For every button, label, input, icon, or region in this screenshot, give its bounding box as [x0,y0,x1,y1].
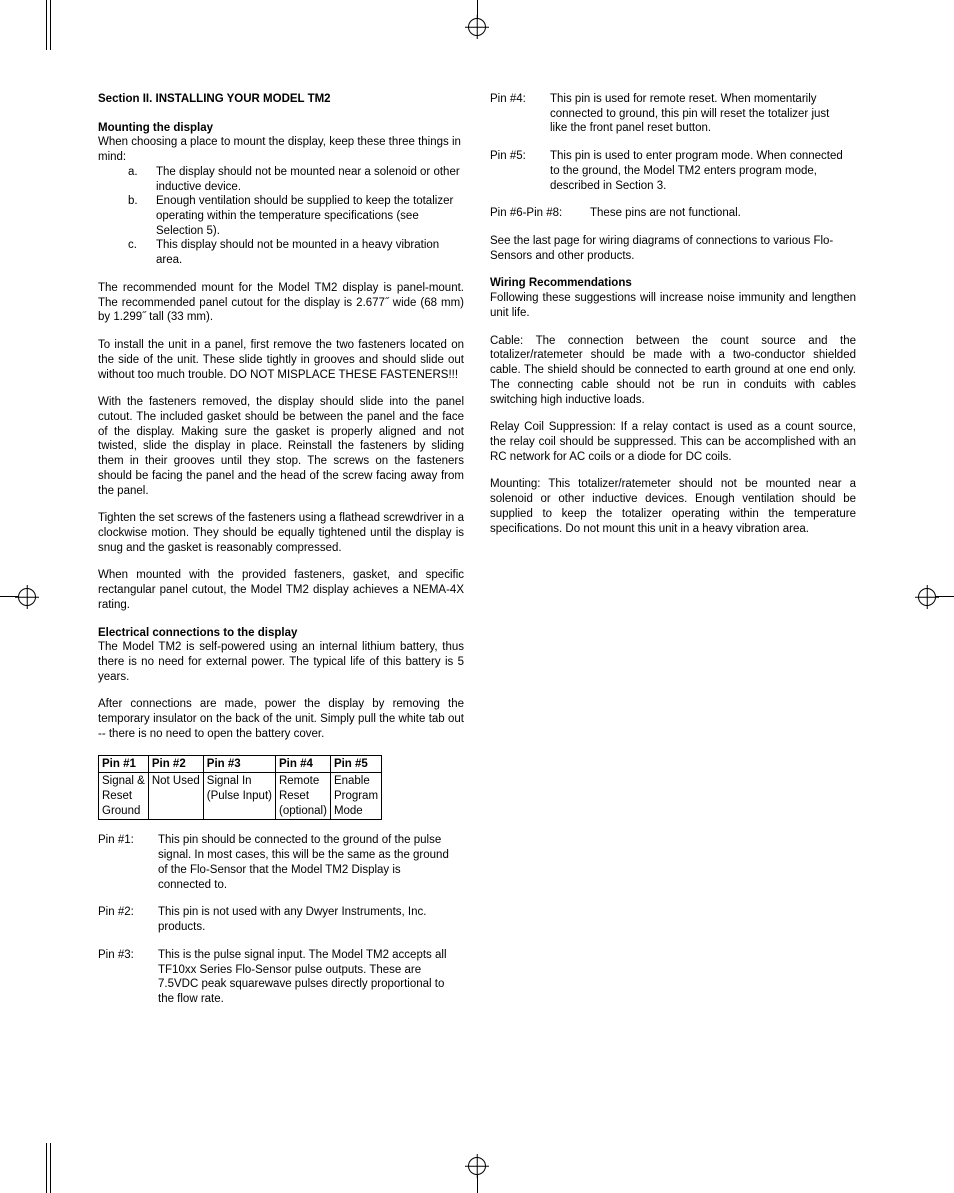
mounting-heading: Mounting the display [98,122,213,134]
list-marker: c. [128,238,156,267]
td: RemoteReset(optional) [275,773,330,820]
pin-label: Pin #3: [98,948,158,1007]
mounting-p5: When mounted with the provided fasteners… [98,568,464,612]
pin-label: Pin #5: [490,149,550,193]
th-pin5: Pin #5 [330,755,381,773]
pin-desc: This pin should be connected to the grou… [158,833,464,892]
pin-desc: This pin is used for remote reset. When … [550,92,856,136]
wiring-intro: Following these suggestions will increas… [490,291,856,320]
pin1-row: Pin #1: This pin should be connected to … [98,833,464,892]
pin4-row: Pin #4: This pin is used for remote rese… [490,92,856,136]
mounting-p1: The recommended mount for the Model TM2 … [98,281,464,325]
registration-mark-left [0,588,36,606]
list-text: The display should not be mounted near a… [156,165,464,194]
pin3-row: Pin #3: This is the pulse signal input. … [98,948,464,1007]
registration-mark-top [468,0,486,36]
td: Signal In(Pulse Input) [203,773,275,820]
td: Not Used [148,773,203,820]
pin-desc: This pin is used to enter program mode. … [550,149,856,193]
right-column: Pin #4: This pin is used for remote rese… [490,92,856,1020]
mounting-p2: To install the unit in a panel, first re… [98,338,464,382]
th-pin4: Pin #4 [275,755,330,773]
wiring-mounting: Mounting: This totalizer/ratemeter shoul… [490,477,856,536]
pin-desc: This pin is not used with any Dwyer Inst… [158,905,464,934]
pin-label: Pin #1: [98,833,158,892]
electrical-p1: The Model TM2 is self-powered using an i… [98,640,464,684]
td: EnableProgramMode [330,773,381,820]
mounting-list: a.The display should not be mounted near… [98,165,464,268]
wiring-heading: Wiring Recommendations [490,277,632,289]
registration-mark-right [918,588,954,606]
registration-mark-bottom [468,1157,486,1193]
pin-desc: These pins are not functional. [590,206,856,221]
list-marker: a. [128,165,156,194]
page-content: Section II. INSTALLING YOUR MODEL TM2 Mo… [0,0,954,1080]
pin-label: Pin #2: [98,905,158,934]
mounting-p3: With the fasteners removed, the display … [98,395,464,498]
pin68-row: Pin #6-Pin #8: These pins are not functi… [490,206,856,221]
pin-label: Pin #6-Pin #8: [490,206,590,221]
pin-table: Pin #1 Pin #2 Pin #3 Pin #4 Pin #5 Signa… [98,755,382,821]
left-column: Section II. INSTALLING YOUR MODEL TM2 Mo… [98,92,464,1020]
list-text: This display should not be mounted in a … [156,238,464,267]
pin5-row: Pin #5: This pin is used to enter progra… [490,149,856,193]
mounting-p4: Tighten the set screws of the fasteners … [98,511,464,555]
mounting-intro: When choosing a place to mount the displ… [98,135,464,164]
th-pin2: Pin #2 [148,755,203,773]
list-marker: b. [128,194,156,238]
pin-desc: This is the pulse signal input. The Mode… [158,948,464,1007]
see-last-page: See the last page for wiring diagrams of… [490,234,856,263]
wiring-cable: Cable: The connection between the count … [490,334,856,408]
th-pin1: Pin #1 [99,755,149,773]
electrical-heading: Electrical connections to the display [98,627,297,639]
section-title: Section II. INSTALLING YOUR MODEL TM2 [98,92,464,107]
th-pin3: Pin #3 [203,755,275,773]
pin-label: Pin #4: [490,92,550,136]
pin2-row: Pin #2: This pin is not used with any Dw… [98,905,464,934]
wiring-relay: Relay Coil Suppression: If a relay conta… [490,420,856,464]
td: Signal &ResetGround [99,773,149,820]
electrical-p2: After connections are made, power the di… [98,697,464,741]
list-text: Enough ventilation should be supplied to… [156,194,464,238]
